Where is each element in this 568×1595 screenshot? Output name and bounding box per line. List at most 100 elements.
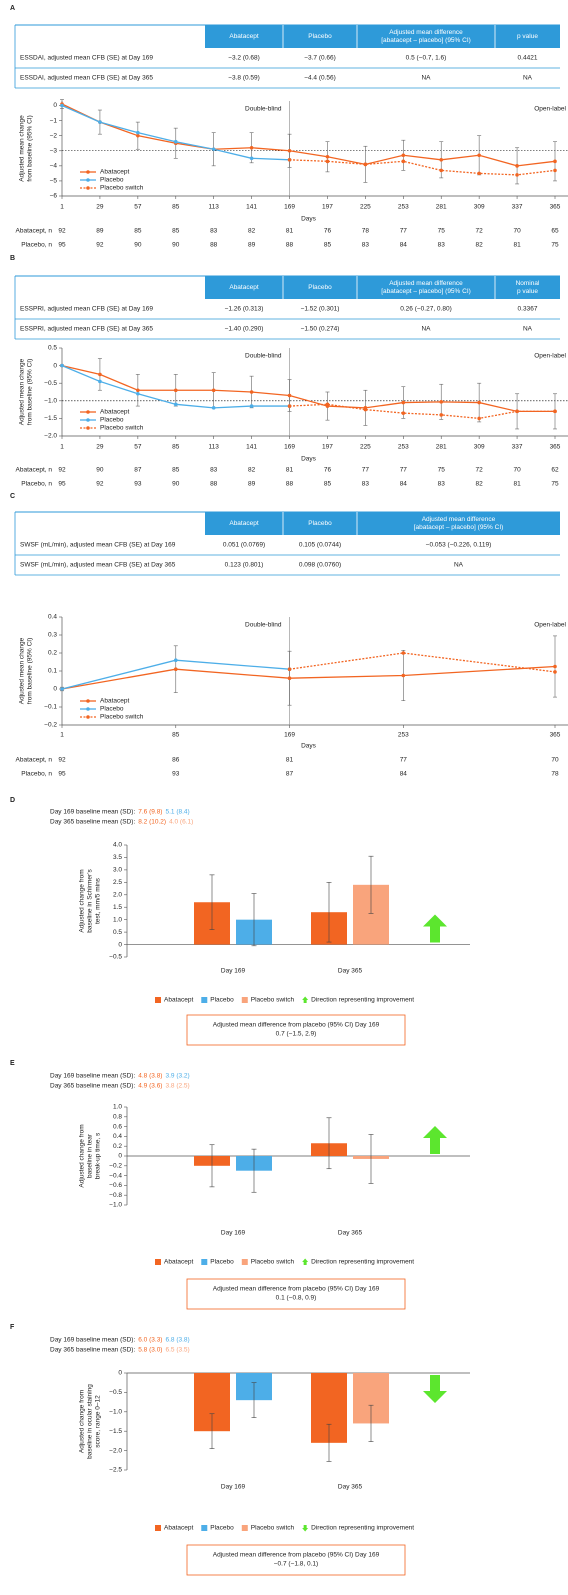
x-axis-label: Days (301, 743, 317, 750)
n-value: 87 (286, 771, 294, 778)
n-value: 88 (210, 481, 218, 488)
x-tick-label: 225 (360, 444, 371, 451)
n-value: 81 (513, 481, 521, 488)
x-tick-label: 169 (284, 204, 295, 211)
x-tick-label: 1 (60, 204, 64, 211)
y-axis-label: Adjusted change from (79, 1390, 86, 1453)
table-cell: SWSF (mL/min), adjusted mean CFB (SE) at… (20, 542, 176, 549)
table-cell: −3.7 (0.66) (304, 55, 336, 62)
baseline-value: 6.0 (3.3) (138, 1337, 162, 1344)
y-tick-label: −0.1 (44, 704, 57, 711)
baseline-value: 4.9 (3.6) (138, 1083, 162, 1090)
table-header: Adjusted mean difference (422, 516, 496, 523)
summary-box (186, 1544, 406, 1576)
n-value: 83 (362, 242, 370, 249)
table-cell: 0.4421 (518, 55, 538, 62)
series-point (98, 120, 102, 124)
n-value: 82 (476, 242, 484, 249)
n-value: 89 (248, 242, 256, 249)
n-value: 81 (513, 242, 521, 249)
x-tick-label: 309 (474, 444, 485, 451)
legend-label: Placebo switch (100, 425, 144, 432)
table-header: Adjusted mean difference (389, 29, 463, 36)
annotation: Double-blind (245, 622, 282, 629)
y-tick-label: −3 (50, 147, 58, 154)
y-tick-label: 0.2 (113, 1143, 122, 1150)
x-tick-label: 29 (96, 204, 104, 211)
x-tick-label: Day 169 (221, 1484, 246, 1491)
table-header: Placebo (308, 33, 332, 40)
legend-swatch (155, 997, 161, 1003)
x-tick-label: Day 365 (338, 1230, 363, 1237)
baseline-label: Day 169 baseline mean (SD): (50, 809, 135, 816)
annotation: Double-blind (245, 353, 282, 360)
y-tick-label: −1.5 (109, 1428, 122, 1435)
series-point (515, 173, 519, 177)
legend-label: Placebo switch (100, 714, 144, 721)
baseline-value: 8.2 (10.2) (138, 819, 166, 826)
error-bar (326, 882, 332, 943)
x-tick-label: 169 (284, 444, 295, 451)
legend-label: Placebo (210, 1525, 234, 1532)
n-value: 82 (248, 228, 256, 235)
series-point (401, 400, 406, 405)
series-point (98, 372, 102, 377)
legend-label: Placebo switch (251, 1525, 295, 1532)
table-cell: ESSPRI, adjusted mean CFB (SE) at Day 16… (20, 306, 153, 313)
improvement-arrow (423, 1375, 447, 1403)
table-header: [abatacept – placebo] (95% CI) (381, 37, 471, 44)
n-value: 92 (96, 481, 104, 488)
y-axis-label: test, mm/5 mins (95, 877, 102, 924)
series-point (401, 411, 406, 415)
table-header: Placebo (308, 520, 332, 527)
y-tick-label: 0.5 (113, 929, 122, 936)
legend-label: Abatacept (100, 698, 129, 705)
table-header: Abatacept (229, 33, 258, 40)
series-point (287, 676, 292, 680)
panel-label: B (10, 255, 15, 262)
legend-marker (86, 699, 90, 703)
error-bar (209, 1413, 215, 1449)
n-value: 75 (551, 242, 559, 249)
series-point (553, 664, 557, 669)
n-value: 92 (58, 228, 66, 235)
n-value: 78 (551, 771, 559, 778)
legend-swatch (201, 1259, 208, 1265)
baseline-value: 7.6 (9.8) (138, 809, 162, 816)
x-tick-label: 29 (96, 444, 104, 451)
n-value: 88 (286, 481, 294, 488)
legend-label: Abatacept (164, 1259, 193, 1266)
n-value: 87 (134, 467, 142, 474)
panel-label: E (10, 1060, 15, 1067)
y-tick-label: −2.0 (109, 1447, 122, 1454)
y-tick-label: 0.4 (48, 614, 57, 621)
series-point (60, 363, 64, 368)
series-point (363, 407, 368, 412)
series-point (249, 156, 254, 161)
legend-label: Direction representing improvement (311, 1525, 414, 1532)
x-tick-label: 85 (172, 444, 180, 451)
n-value: 90 (172, 481, 180, 488)
y-tick-label: −2.5 (109, 1467, 122, 1474)
y-tick-label: −0.4 (109, 1172, 122, 1179)
series-point (477, 416, 481, 421)
series-line (61, 364, 555, 413)
x-tick-label: 365 (550, 204, 561, 211)
y-tick-label: −1.0 (109, 1202, 122, 1209)
series-point (439, 400, 444, 404)
legend-swatch (241, 997, 248, 1003)
series-point (477, 153, 481, 158)
y-tick-label: 2.5 (113, 879, 122, 886)
n-value: 84 (400, 242, 408, 249)
x-tick-label: 1 (60, 732, 64, 739)
y-tick-label: −0.5 (109, 1389, 122, 1396)
annotation: Open-label (534, 106, 566, 113)
table-header: Abatacept (229, 520, 258, 527)
series-point (211, 388, 216, 393)
series-point (401, 651, 406, 655)
legend-swatch (201, 997, 208, 1003)
y-tick-label: 0 (53, 686, 57, 693)
table-cell: ESSDAI, adjusted mean CFB (SE) at Day 36… (20, 75, 153, 82)
y-axis-label: score, range 0–12 (95, 1395, 102, 1448)
